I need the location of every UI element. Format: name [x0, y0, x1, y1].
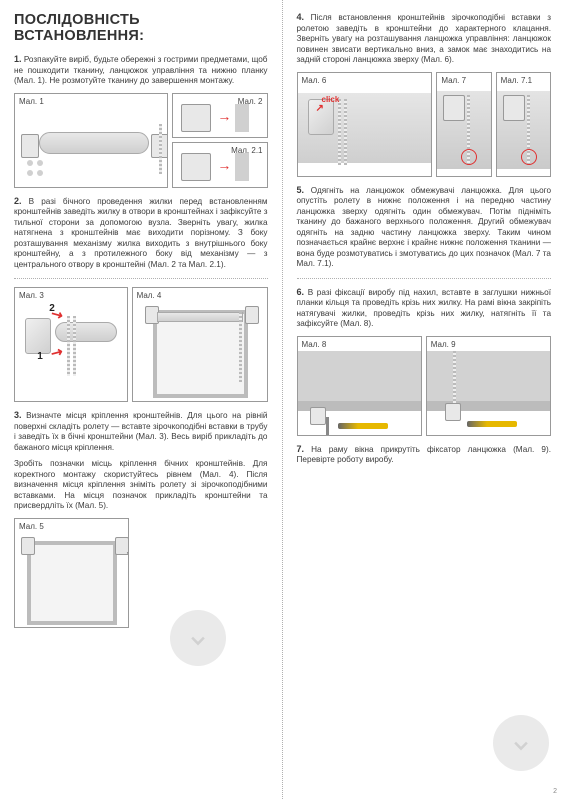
figure-row-5: Мал. 8 Мал. 9 — [297, 336, 552, 436]
step-7-body: На раму вікна прикрутіть фіксатор ланцюж… — [297, 445, 552, 465]
page-number: 2 — [553, 788, 557, 795]
step-1-body: Розпакуйте виріб, будьте обережні з гост… — [14, 55, 268, 85]
figure-7-1-label: Мал. 7.1 — [501, 76, 532, 85]
figure-9-label: Мал. 9 — [431, 340, 456, 349]
instruction-page: ПОСЛІДОВНІСТЬ ВСТАНОВЛЕННЯ: 1. Розпакуйт… — [0, 0, 565, 799]
figure-3-label: Мал. 3 — [19, 291, 44, 300]
callout-2: 2 — [45, 302, 59, 316]
figure-7-1: Мал. 7.1 — [496, 72, 551, 177]
page-title: ПОСЛІДОВНІСТЬ ВСТАНОВЛЕННЯ: — [14, 12, 268, 44]
step-3a-text: 3. Визначте місця кріплення кронштейнів.… — [14, 410, 268, 453]
figure-7-label: Мал. 7 — [441, 76, 466, 85]
step-7-text: 7. На раму вікна прикрутіть фіксатор лан… — [297, 444, 552, 466]
figure-5: Мал. 5 — [14, 518, 129, 628]
figure-6-label: Мал. 6 — [302, 76, 327, 85]
callout-1: 1 — [33, 350, 47, 364]
figure-row-2: Мал. 3 ↘ ↗ 1 2 Мал. 4 — [14, 287, 268, 402]
figure-1-label: Мал. 1 — [19, 97, 44, 106]
figure-1: Мал. 1 — [14, 93, 168, 188]
figure-3: Мал. 3 ↘ ↗ 1 2 — [14, 287, 128, 402]
figure-9: Мал. 9 — [426, 336, 551, 436]
step-4-text: 4. Після встановлення кронштейнів зірочк… — [297, 12, 552, 66]
step-5-text: 5. Одягніть на ланцюжок обмежувачі ланцю… — [297, 185, 552, 270]
figure-8-label: Мал. 8 — [302, 340, 327, 349]
right-column: 4. Після встановлення кронштейнів зірочк… — [283, 0, 565, 799]
figure-4: Мал. 4 — [132, 287, 268, 402]
figure-6: Мал. 6 click ↗ — [297, 72, 433, 177]
step-6-text: 6. В разі фіксації виробу під нахил, вст… — [297, 287, 552, 330]
figure-row-4: Мал. 6 click ↗ Мал. 7 Мал. 7.1 — [297, 72, 552, 177]
figure-row-1: Мал. 1 Мал. 2 → Мал. 2.1 — [14, 93, 268, 188]
step-3a-body: Визначте місця кріплення кронштейнів. Дл… — [14, 411, 268, 452]
step-5-body: Одягніть на ланцюжок обмежувачі ланцюжка… — [297, 186, 552, 269]
watermark-right — [493, 715, 549, 771]
figure-7: Мал. 7 — [436, 72, 491, 177]
step-2-text: 2. В разі бічного проведення жилки перед… — [14, 196, 268, 271]
step-3b-text: Зробіть позначки місць кріплення бічних … — [14, 459, 268, 512]
divider-2 — [297, 278, 552, 279]
figure-5-label: Мал. 5 — [19, 522, 44, 531]
watermark-left — [170, 610, 226, 666]
figure-2: Мал. 2 → — [172, 93, 267, 139]
figure-2-1: Мал. 2.1 → — [172, 142, 267, 188]
step-6-body: В разі фіксації виробу під нахил, вставт… — [297, 288, 552, 329]
divider-1 — [14, 278, 268, 279]
left-column: ПОСЛІДОВНІСТЬ ВСТАНОВЛЕННЯ: 1. Розпакуйт… — [0, 0, 283, 799]
step-4-body: Після встановлення кронштейнів зірочкопо… — [297, 13, 552, 64]
step-2-body: В разі бічного проведення жилки перед вс… — [14, 197, 268, 269]
click-label: click — [322, 95, 340, 104]
figure-row-3: Мал. 5 — [14, 518, 268, 628]
figure-8: Мал. 8 — [297, 336, 422, 436]
figure-4-label: Мал. 4 — [137, 291, 162, 300]
step-1-text: 1. Розпакуйте виріб, будьте обережні з г… — [14, 54, 268, 87]
